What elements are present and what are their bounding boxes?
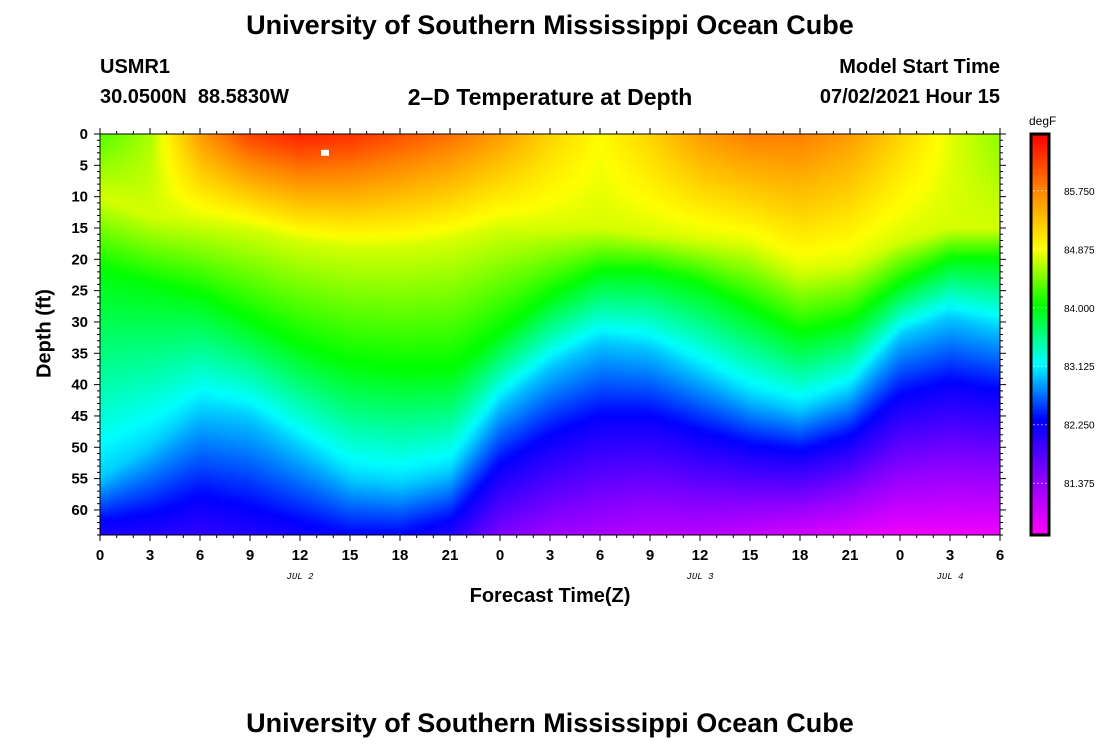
y-tick-label: 55	[71, 471, 88, 488]
colorbar-tick-label: 81.375	[1064, 479, 1095, 490]
x-tick-label: 15	[342, 547, 359, 564]
x-tick-label: 3	[146, 547, 154, 564]
station-id: USMR1	[100, 56, 171, 78]
x-tick-label: 6	[996, 547, 1004, 564]
footer-title: University of Southern Mississippi Ocean…	[246, 708, 854, 738]
date-label: JUL 3	[686, 572, 714, 582]
x-tick-label: 3	[946, 547, 954, 564]
x-axis-label: Forecast Time(Z)	[469, 585, 631, 607]
x-tick-label: 0	[896, 547, 904, 564]
y-tick-label: 10	[71, 189, 88, 206]
colorbar-tick-label: 82.250	[1064, 421, 1095, 432]
x-tick-label: 6	[196, 547, 204, 564]
temperature-heatmap	[100, 134, 1000, 535]
x-tick-label: 0	[96, 547, 104, 564]
y-tick-label: 45	[71, 408, 88, 425]
colorbar-unit: degF	[1029, 114, 1057, 128]
y-tick-label: 20	[71, 251, 88, 268]
date-label: JUL 2	[286, 572, 314, 582]
colorbar-gradient	[1031, 134, 1049, 535]
x-tick-label: 9	[246, 547, 254, 564]
y-tick-label: 60	[71, 502, 88, 519]
station-location: 30.0500N 88.5830W	[100, 86, 290, 108]
colorbar-ticks: 85.750 84.875 84.000 83.125 82.250 81.375	[1033, 187, 1095, 490]
x-tick-label: 9	[646, 547, 654, 564]
x-tick-label: 6	[596, 547, 604, 564]
colorbar-tick-label: 84.000	[1064, 304, 1095, 315]
x-axis: 0 3 6 9 12 15 18 21 0 3 6 9 12 15 18 21 0 3 6	[96, 128, 1004, 564]
x-tick-label: 12	[292, 547, 309, 564]
colorbar-tick-label: 84.875	[1064, 245, 1095, 256]
chart-subtitle: 2–D Temperature at Depth	[407, 84, 693, 110]
x-tick-label: 15	[742, 547, 759, 564]
colorbar-tick-label: 85.750	[1064, 187, 1095, 198]
surface-marker	[321, 149, 329, 156]
x-tick-label: 21	[842, 547, 859, 564]
y-tick-label: 30	[71, 314, 88, 331]
colorbar-frame	[1029, 132, 1051, 537]
model-start-value: 07/02/2021 Hour 15	[819, 86, 1000, 108]
colorbar-tick-label: 83.125	[1064, 362, 1095, 373]
x-tick-label: 12	[692, 547, 709, 564]
y-axis: 0 5 10 15 20 25 30 35 40 45 50 55 60	[71, 126, 1006, 536]
y-tick-label: 5	[80, 157, 88, 174]
y-tick-label: 25	[71, 283, 88, 300]
date-labels: JUL 2 JUL 3 JUL 4	[286, 572, 963, 582]
x-tick-label: 18	[392, 547, 409, 564]
y-tick-label: 50	[71, 439, 88, 456]
y-tick-label: 35	[71, 345, 88, 362]
model-start-label: Model Start Time	[839, 56, 1000, 78]
y-tick-label: 15	[71, 220, 88, 237]
x-tick-label: 3	[546, 547, 554, 564]
x-tick-label: 21	[442, 547, 459, 564]
chart-title: University of Southern Mississippi Ocean…	[246, 10, 854, 40]
x-tick-label: 0	[496, 547, 504, 564]
x-tick-label: 18	[792, 547, 809, 564]
y-tick-label: 0	[80, 126, 88, 143]
y-tick-label: 40	[71, 377, 88, 394]
date-label: JUL 4	[936, 572, 963, 582]
